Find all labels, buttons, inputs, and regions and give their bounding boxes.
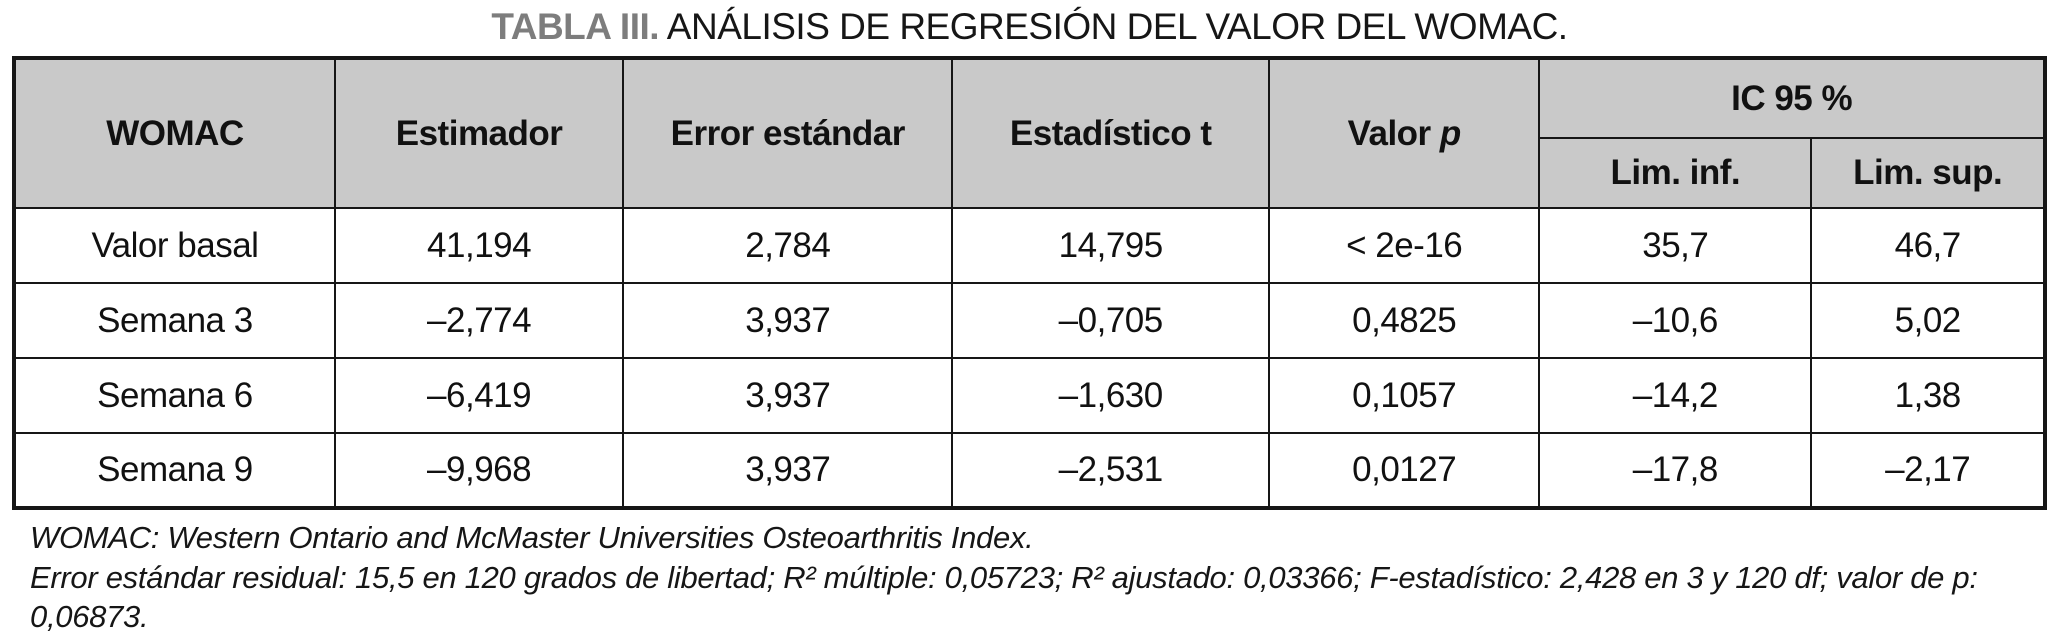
table-row: Semana 9 –9,968 3,937 –2,531 0,0127 –17,…: [13, 432, 2046, 509]
cell-lim-inf: –10,6: [1538, 282, 1813, 359]
row-label: Semana 9: [13, 432, 336, 509]
cell-estadistico-t: 14,795: [951, 207, 1271, 284]
header-row-sub: Lim. inf. Lim. sup.: [14, 137, 2046, 209]
footnote-abbreviation: WOMAC: Western Ontario and McMaster Univ…: [30, 520, 1034, 555]
cell-lim-sup: –2,17: [1810, 432, 2046, 509]
col-header-lim-inf: Lim. inf.: [1538, 137, 1813, 209]
row-label: Semana 6: [13, 357, 336, 434]
cell-error-estandar: 3,937: [622, 432, 954, 509]
col-header-ic95: IC 95 %: [1538, 57, 2046, 139]
cell-estadistico-t: –1,630: [951, 357, 1271, 434]
col-header-valor-p: Valor p: [1268, 57, 1541, 209]
cell-lim-inf: 35,7: [1538, 207, 1813, 284]
cell-valor-p: 0,0127: [1268, 432, 1541, 509]
cell-lim-sup: 5,02: [1810, 282, 2046, 359]
table-row: Semana 3 –2,774 3,937 –0,705 0,4825 –10,…: [13, 282, 2046, 359]
table-title-number: TABLA III.: [491, 6, 660, 47]
cell-error-estandar: 2,784: [622, 207, 954, 284]
table-footnotes: WOMAC: Western Ontario and McMaster Univ…: [30, 518, 2030, 637]
cell-lim-inf: –17,8: [1538, 432, 1813, 509]
table-header: WOMAC Estimador Error estándar Estadísti…: [13, 57, 2046, 209]
regression-table: WOMAC Estimador Error estándar Estadísti…: [12, 56, 2047, 510]
valor-label: Valor: [1347, 113, 1440, 153]
cell-valor-p: < 2e-16: [1268, 207, 1541, 284]
table-title: TABLA III. ANÁLISIS DE REGRESIÓN DEL VAL…: [0, 6, 2059, 48]
cell-estimador: –9,968: [333, 432, 625, 509]
cell-estadistico-t: –0,705: [951, 282, 1271, 359]
table-row: Valor basal 41,194 2,784 14,795 < 2e-16 …: [13, 207, 2046, 284]
col-header-estadistico-t: Estadístico t: [951, 57, 1271, 209]
col-header-estimador: Estimador: [333, 57, 625, 209]
cell-error-estandar: 3,937: [622, 282, 954, 359]
cell-error-estandar: 3,937: [622, 357, 954, 434]
cell-estadistico-t: –2,531: [951, 432, 1271, 509]
cell-lim-sup: 46,7: [1810, 207, 2046, 284]
cell-estimador: –2,774: [333, 282, 625, 359]
cell-estimador: –6,419: [333, 357, 625, 434]
header-row-top: WOMAC Estimador Error estándar Estadísti…: [13, 57, 2046, 209]
table-row: Semana 6 –6,419 3,937 –1,630 0,1057 –14,…: [13, 357, 2046, 434]
cell-estimador: 41,194: [333, 207, 625, 284]
cell-lim-inf: –14,2: [1538, 357, 1813, 434]
valor-p-italic: p: [1439, 113, 1461, 153]
table-body: Valor basal 41,194 2,784 14,795 < 2e-16 …: [13, 207, 2046, 509]
col-header-womac: WOMAC: [13, 57, 336, 209]
cell-valor-p: 0,4825: [1268, 282, 1541, 359]
col-header-error-estandar: Error estándar: [622, 57, 954, 209]
table-title-text: ANÁLISIS DE REGRESIÓN DEL VALOR DEL WOMA…: [666, 6, 1568, 47]
row-label: Semana 3: [13, 282, 336, 359]
cell-valor-p: 0,1057: [1268, 357, 1541, 434]
col-header-lim-sup: Lim. sup.: [1810, 137, 2046, 209]
cell-lim-sup: 1,38: [1810, 357, 2046, 434]
row-label: Valor basal: [13, 207, 336, 284]
footnote-statistics: Error estándar residual: 15,5 en 120 gra…: [30, 559, 1978, 635]
